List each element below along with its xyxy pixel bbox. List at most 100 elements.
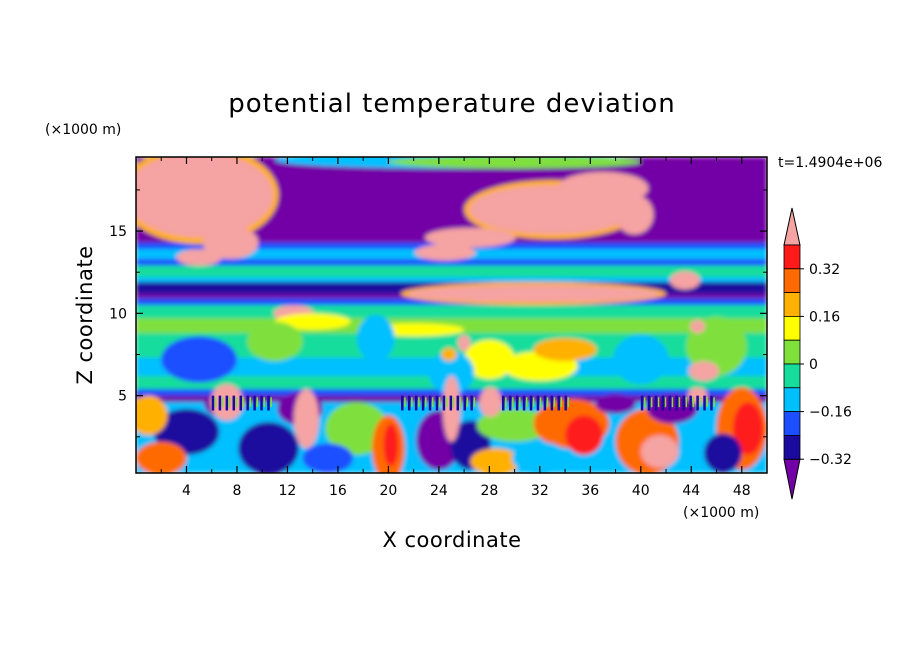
wave-stripe: [692, 397, 695, 408]
y-axis-label: Z coordinate: [73, 245, 97, 384]
contour-cell: [688, 361, 720, 381]
wave-stripe: [445, 397, 448, 408]
wave-stripe: [699, 397, 701, 408]
contour-cell: [470, 448, 521, 473]
colorbar-label: −0.32: [809, 452, 852, 468]
contour-cell: [407, 285, 660, 302]
wave-stripe: [232, 395, 236, 411]
wave-stripe: [682, 395, 685, 411]
wave-stripe: [703, 395, 706, 411]
contour-cell: [640, 435, 679, 469]
wave-stripe: [242, 397, 245, 408]
contour-cell: [274, 313, 351, 330]
time-label: t=1.4904e+06: [778, 155, 882, 171]
contour-cell: [383, 423, 399, 467]
colorbar-swatch: [783, 244, 801, 270]
wave-stripe: [463, 395, 466, 411]
y-axis-unit: (×1000 m): [45, 122, 121, 138]
x-axis-unit: (×1000 m): [683, 505, 759, 521]
wave-stripe: [501, 395, 505, 411]
wave-stripe: [459, 397, 462, 408]
x-tick-label: 36: [581, 483, 599, 499]
contour-cell: [595, 394, 636, 414]
wave-stripe: [505, 397, 507, 408]
wave-stripe: [253, 395, 256, 411]
wave-stripe: [529, 395, 533, 411]
x-tick-label: 48: [733, 483, 751, 499]
field-band: [136, 265, 767, 278]
wave-stripe: [239, 395, 242, 411]
contour-cell: [136, 441, 187, 473]
wave-stripe: [564, 395, 567, 411]
x-tick-label: 28: [480, 483, 498, 499]
wave-stripe: [225, 395, 229, 411]
wave-stripe: [435, 395, 439, 411]
y-tick-label: 5: [118, 389, 127, 405]
wave-stripe: [473, 397, 476, 408]
colorbar-extend-top: [783, 207, 801, 246]
contour-cell: [136, 157, 274, 238]
wave-stripe: [522, 395, 526, 411]
contour-cell: [647, 394, 698, 424]
wave-stripe: [249, 397, 252, 408]
field-band: [136, 277, 767, 283]
wave-stripe: [449, 395, 453, 411]
colorbar-label: 0.32: [809, 262, 840, 278]
wave-stripe: [689, 395, 692, 411]
x-tick-label: 8: [232, 483, 241, 499]
wave-stripe: [567, 397, 570, 408]
wave-stripe: [550, 395, 554, 411]
x-tick-label: 44: [682, 483, 700, 499]
wave-stripe: [270, 397, 272, 408]
wave-stripe: [228, 397, 231, 408]
x-tick-label: 20: [379, 483, 397, 499]
contour-cell: [479, 387, 502, 418]
colorbar-swatch: [783, 268, 801, 293]
wave-stripe: [671, 397, 674, 408]
colorbar-label: −0.16: [809, 405, 852, 421]
y-axis: 5 10 15: [109, 189, 767, 438]
wave-stripe: [560, 397, 563, 408]
wave-stripe: [421, 395, 425, 411]
wave-stripe: [546, 397, 549, 408]
chart-title: potential temperature deviation: [228, 89, 675, 119]
x-tick-label: 32: [531, 483, 549, 499]
contour-cell: [613, 334, 669, 385]
wave-stripe: [678, 397, 681, 408]
contour-field: [136, 157, 767, 473]
plot-area: [136, 157, 767, 473]
contour-cell: [533, 338, 597, 362]
wave-stripe: [404, 397, 406, 408]
contour-cell: [457, 334, 471, 352]
wave-stripe: [418, 397, 420, 408]
colorbar-swatch: [783, 434, 801, 460]
wave-stripe: [543, 395, 547, 411]
wave-stripe: [235, 397, 238, 408]
wave-stripe: [557, 395, 561, 411]
x-tick-label: 4: [182, 483, 191, 499]
y-tick-label: 15: [109, 224, 127, 240]
contour-cell: [388, 157, 641, 169]
wave-stripe: [260, 395, 263, 411]
contour-cell: [669, 271, 701, 290]
y-tick-label: 10: [109, 306, 127, 322]
contour-cell: [247, 321, 303, 362]
wave-stripe: [664, 397, 667, 408]
wave-stripe: [519, 397, 521, 408]
wave-stripe: [428, 395, 432, 411]
colorbar-swatch: [783, 315, 801, 341]
contour-cell: [428, 351, 475, 394]
wave-stripe: [221, 397, 224, 408]
colorbar-label: 0: [809, 357, 818, 373]
wave-stripe: [466, 397, 469, 408]
wave-stripe: [214, 397, 217, 408]
wave-stripe: [647, 395, 651, 411]
contour-cell: [464, 339, 515, 380]
contour-cell: [512, 441, 568, 473]
contour-cell: [424, 227, 516, 248]
field-band: [136, 259, 767, 266]
contour-cell: [557, 171, 649, 205]
wave-stripe: [710, 395, 713, 411]
